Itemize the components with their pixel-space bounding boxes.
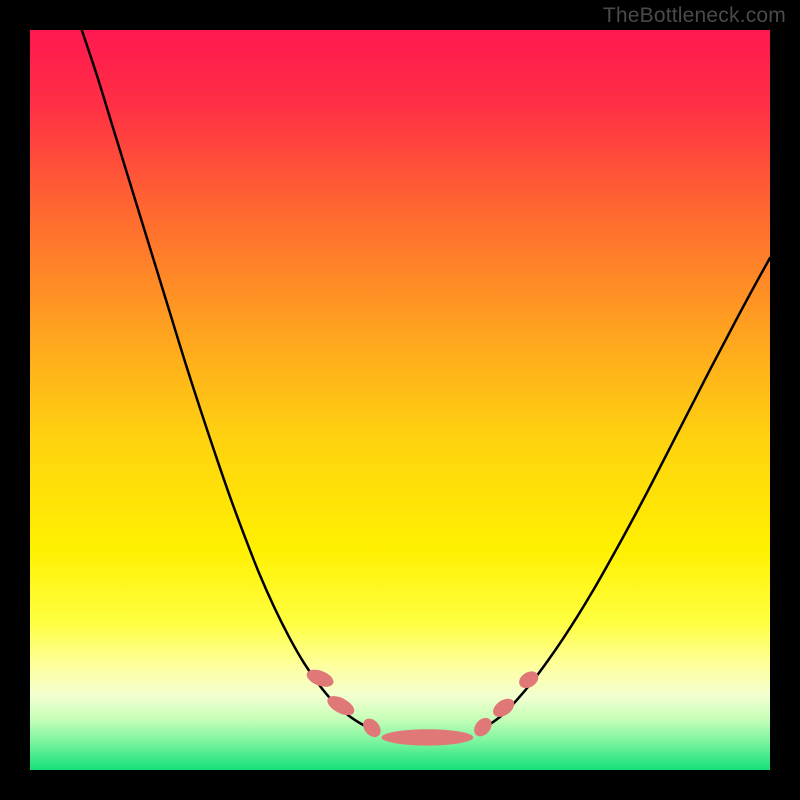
bottom-marker-3 xyxy=(382,729,474,745)
plot-area xyxy=(30,30,770,770)
chart-stage: TheBottleneck.com xyxy=(0,0,800,800)
bottleneck-chart xyxy=(0,0,800,800)
watermark-text: TheBottleneck.com xyxy=(603,4,786,28)
